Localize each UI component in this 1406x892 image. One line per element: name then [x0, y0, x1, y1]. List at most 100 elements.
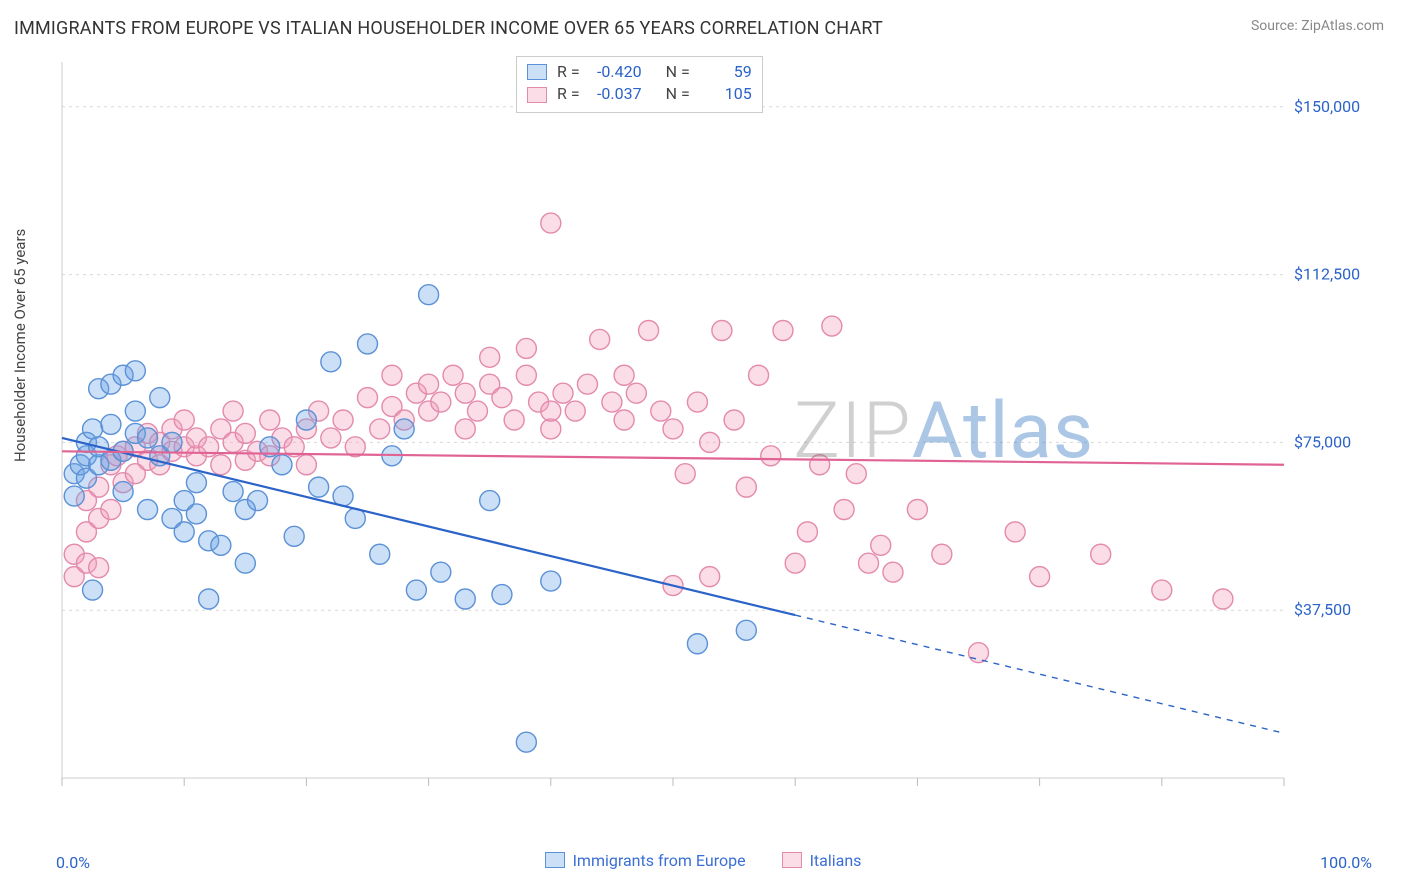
data-point	[394, 419, 414, 439]
data-point	[687, 634, 707, 654]
data-point	[565, 401, 585, 421]
data-point	[541, 419, 561, 439]
data-point	[614, 365, 634, 385]
data-point	[296, 410, 316, 430]
chart-header: IMMIGRANTS FROM EUROPE VS ITALIAN HOUSEH…	[0, 0, 1406, 45]
data-point	[602, 392, 622, 412]
data-point	[223, 401, 243, 421]
data-point	[822, 316, 842, 336]
data-point	[419, 374, 439, 394]
data-point	[736, 620, 756, 640]
data-point	[125, 361, 145, 381]
data-point	[577, 374, 597, 394]
data-point	[296, 455, 316, 475]
data-point	[516, 365, 536, 385]
chart-container: Householder Income Over 65 years $37,500…	[14, 52, 1392, 872]
plot-area: $37,500$75,000$112,500$150,000 ZIPAtlas …	[54, 52, 1374, 812]
data-point	[333, 410, 353, 430]
data-point	[504, 410, 524, 430]
data-point	[358, 334, 378, 354]
data-point	[675, 464, 695, 484]
data-point	[431, 562, 451, 582]
data-point	[516, 338, 536, 358]
data-point	[138, 428, 158, 448]
data-point	[321, 428, 341, 448]
data-point	[932, 544, 952, 564]
data-point	[260, 410, 280, 430]
data-point	[516, 732, 536, 752]
data-point	[480, 347, 500, 367]
data-point	[761, 446, 781, 466]
data-point	[113, 482, 133, 502]
data-point	[1213, 589, 1233, 609]
data-point	[846, 464, 866, 484]
data-point	[162, 432, 182, 452]
data-point	[1091, 544, 1111, 564]
data-point	[321, 352, 341, 372]
data-point	[211, 535, 231, 555]
data-point	[700, 432, 720, 452]
data-point	[712, 321, 732, 341]
n-value: 105	[700, 83, 752, 105]
data-point	[235, 423, 255, 443]
legend-item: Italians	[782, 851, 862, 870]
data-point	[785, 553, 805, 573]
data-point	[700, 567, 720, 587]
r-label: R =	[557, 83, 580, 105]
data-point	[1005, 522, 1025, 542]
data-point	[614, 410, 634, 430]
data-point	[138, 500, 158, 520]
y-grid-label: $37,500	[1294, 600, 1351, 619]
stats-row: R = -0.037 N = 105	[527, 83, 752, 105]
data-point	[284, 526, 304, 546]
data-point	[455, 419, 475, 439]
data-point	[541, 571, 561, 591]
legend-label: Italians	[810, 851, 862, 870]
n-label: N =	[666, 61, 690, 83]
data-point	[83, 580, 103, 600]
data-point	[382, 365, 402, 385]
data-point	[639, 321, 659, 341]
data-point	[492, 585, 512, 605]
data-point	[883, 562, 903, 582]
trend-line-extrapolated	[795, 615, 1284, 733]
data-point	[223, 482, 243, 502]
r-value: -0.037	[590, 83, 642, 105]
data-point	[492, 388, 512, 408]
data-point	[724, 410, 744, 430]
data-point	[969, 643, 989, 663]
r-value: -0.420	[590, 61, 642, 83]
n-value: 59	[700, 61, 752, 83]
correlation-stats-box: R = -0.420 N = 59R = -0.037 N = 105	[516, 56, 763, 113]
data-point	[651, 401, 671, 421]
data-point	[419, 285, 439, 305]
n-label: N =	[666, 83, 690, 105]
data-point	[370, 544, 390, 564]
data-point	[1152, 580, 1172, 600]
data-point	[773, 321, 793, 341]
data-point	[406, 580, 426, 600]
data-point	[907, 500, 927, 520]
y-axis-label: Householder Income Over 65 years	[11, 229, 29, 462]
legend-item: Immigrants from Europe	[545, 851, 746, 870]
data-point	[199, 589, 219, 609]
data-point	[89, 558, 109, 578]
data-point	[687, 392, 707, 412]
data-point	[211, 455, 231, 475]
y-grid-label: $150,000	[1294, 97, 1360, 116]
data-point	[125, 401, 145, 421]
data-point	[541, 401, 561, 421]
legend-swatch	[527, 64, 547, 80]
data-point	[810, 455, 830, 475]
data-point	[186, 473, 206, 493]
legend-swatch	[545, 852, 565, 868]
data-point	[871, 535, 891, 555]
y-grid-label: $112,500	[1294, 265, 1360, 284]
data-point	[480, 491, 500, 511]
y-grid-label: $75,000	[1294, 432, 1351, 451]
legend-swatch	[782, 852, 802, 868]
data-point	[101, 500, 121, 520]
data-point	[272, 455, 292, 475]
data-point	[150, 388, 170, 408]
data-point	[248, 491, 268, 511]
